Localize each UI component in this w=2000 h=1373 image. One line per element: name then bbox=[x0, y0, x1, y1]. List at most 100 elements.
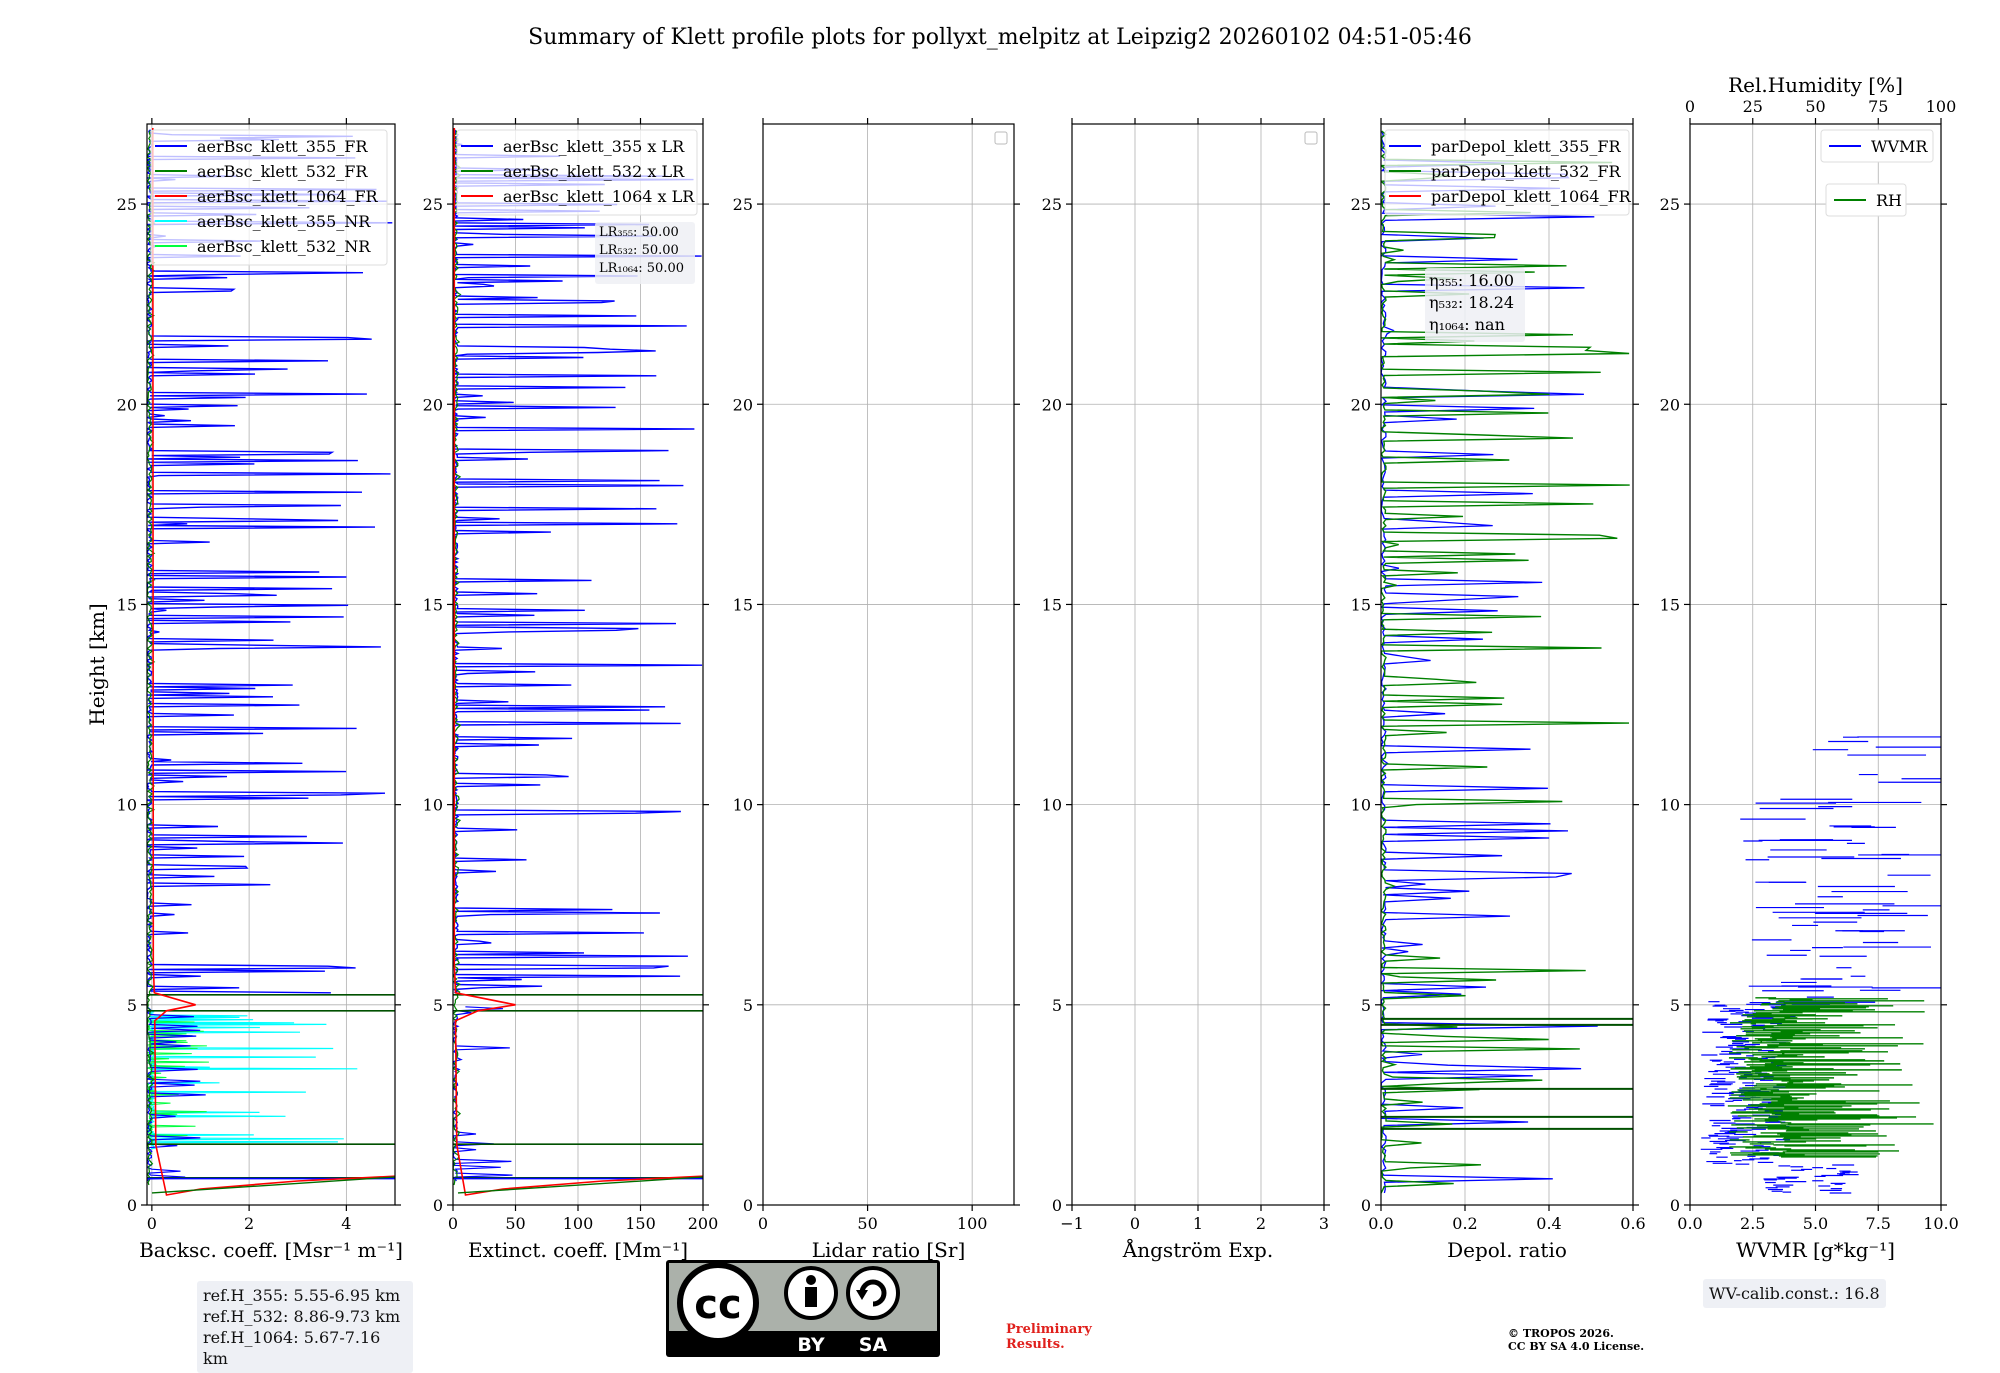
panel-backscatter: 0 2 4 0 5 10 15 20 25 Backsc. coeff. [Msr⁻¹ m⁻¹] H… bbox=[85, 118, 403, 1262]
y-tick-label: 25 bbox=[423, 195, 443, 214]
y-tick-label: 0 bbox=[1670, 1196, 1680, 1215]
x-tick-label: 2 bbox=[244, 1214, 254, 1233]
x-axis-label: Ångström Exp. bbox=[1122, 1237, 1273, 1262]
empty-legend-box bbox=[1304, 131, 1318, 145]
x-tick-label: 0 bbox=[147, 1214, 157, 1233]
annotation-text: LR₅₃₂: 50.00 bbox=[599, 243, 679, 258]
profile-trace bbox=[147, 130, 156, 1186]
copyright-notice: © TROPOS 2026. CC BY SA 4.0 License. bbox=[1508, 1327, 1644, 1353]
y-tick-label: 25 bbox=[733, 195, 753, 214]
wv-calib-text: WV-calib.const.: 16.8 bbox=[1709, 1284, 1880, 1303]
legend-label: aerBsc_klett_1064 x LR bbox=[503, 187, 695, 206]
x-tick-label: 0 bbox=[758, 1214, 768, 1233]
profile-trace-532-lowest bbox=[457, 1176, 703, 1194]
panel-extinction: 0 50 100 150 200 0 5 10 15 20 25 Extinct. coeff. [M… bbox=[423, 118, 718, 1262]
preliminary-notice: Preliminary Results. bbox=[1006, 1322, 1092, 1352]
axes-frame bbox=[762, 123, 1015, 1206]
x-tick-label: 0 bbox=[448, 1214, 458, 1233]
x-tick-label: 0.0 bbox=[1368, 1214, 1393, 1233]
x-tick-label: 100 bbox=[563, 1214, 594, 1233]
cc-by-sa-license-badge: cc BY SA bbox=[666, 1260, 940, 1357]
y-tick-label: 25 bbox=[1351, 195, 1371, 214]
x-tick-label: 150 bbox=[625, 1214, 656, 1233]
x-tick-label: 0.6 bbox=[1620, 1214, 1645, 1233]
profile-trace bbox=[147, 129, 393, 994]
wv-calib-box: WV-calib.const.: 16.8 bbox=[1703, 1279, 1886, 1308]
x-tick-label: 3 bbox=[1319, 1214, 1329, 1233]
y-tick-label: 0 bbox=[127, 1196, 137, 1215]
y-tick-label: 5 bbox=[1052, 996, 1062, 1015]
ref-height-355: ref.H_355: 5.55-6.95 km bbox=[203, 1286, 401, 1305]
badge-by-label: BY bbox=[797, 1334, 824, 1356]
y-tick-label: 15 bbox=[423, 595, 443, 614]
x-tick-label: 2 bbox=[1256, 1214, 1266, 1233]
annotation-text: η₅₃₂: 18.24 bbox=[1429, 293, 1514, 312]
legend-label: aerBsc_klett_1064_FR bbox=[197, 187, 379, 206]
legend-label: aerBsc_klett_532_FR bbox=[197, 162, 368, 181]
top-axis-label: Rel.Humidity [%] bbox=[1728, 73, 1903, 97]
y-tick-label: 15 bbox=[1660, 595, 1680, 614]
legend-label: aerBsc_klett_355_FR bbox=[197, 137, 368, 156]
panel-lidar_ratio: 0 50 100 0 5 10 15 20 25 Lidar ratio [Sr] bbox=[733, 118, 1020, 1262]
panel-depol: 0.0 0.2 0.4 0.6 0 5 10 15 20 25 Depol. ratio parDep… bbox=[1351, 118, 1646, 1262]
top-x-tick-label: 50 bbox=[1805, 97, 1825, 116]
y-tick-label: 5 bbox=[433, 996, 443, 1015]
profile-trace-1064 bbox=[152, 127, 395, 1196]
y-tick-label: 5 bbox=[1361, 996, 1371, 1015]
badge-sa-label: SA bbox=[859, 1334, 888, 1356]
legend-label: aerBsc_klett_532 x LR bbox=[503, 162, 685, 181]
x-tick-label: 0.0 bbox=[1677, 1214, 1702, 1233]
y-tick-label: 0 bbox=[1052, 1196, 1062, 1215]
copyright-line-2: CC BY SA 4.0 License. bbox=[1508, 1340, 1645, 1353]
y-tick-label: 20 bbox=[733, 395, 753, 414]
empty-legend-box bbox=[994, 131, 1008, 145]
x-tick-label: 10.0 bbox=[1923, 1214, 1959, 1233]
x-axis-label: Backsc. coeff. [Msr⁻¹ m⁻¹] bbox=[139, 1238, 403, 1262]
x-tick-label: −1 bbox=[1060, 1214, 1084, 1233]
profile-trace bbox=[453, 1006, 513, 1182]
y-tick-label: 10 bbox=[1351, 796, 1371, 815]
preliminary-line-1: Preliminary bbox=[1006, 1322, 1092, 1337]
x-axis-label: WVMR [g*kg⁻¹] bbox=[1736, 1238, 1895, 1262]
annotation-text: η₁₀₆₄: nan bbox=[1429, 315, 1505, 334]
y-tick-label: 0 bbox=[1361, 1196, 1371, 1215]
y-tick-label: 0 bbox=[743, 1196, 753, 1215]
x-tick-label: 5.0 bbox=[1803, 1214, 1828, 1233]
figure-title: Summary of Klett profile plots for polly… bbox=[528, 25, 1472, 50]
annotation-text: η₃₅₅: 16.00 bbox=[1429, 271, 1514, 290]
y-tick-label: 25 bbox=[117, 195, 137, 214]
trace-layer bbox=[1381, 130, 1633, 1194]
x-tick-label: 0 bbox=[1130, 1214, 1140, 1233]
x-tick-label: 100 bbox=[957, 1214, 988, 1233]
x-tick-label: 1 bbox=[1193, 1214, 1203, 1233]
axes-frame bbox=[146, 123, 396, 1206]
x-tick-label: 0.2 bbox=[1452, 1214, 1477, 1233]
y-tick-label: 10 bbox=[1660, 796, 1680, 815]
x-tick-label: 50 bbox=[505, 1214, 525, 1233]
annotation-box bbox=[595, 222, 695, 284]
top-x-tick-label: 25 bbox=[1743, 97, 1763, 116]
x-tick-label: 7.5 bbox=[1866, 1214, 1891, 1233]
x-tick-label: 50 bbox=[857, 1214, 877, 1233]
legend-label: parDepol_klett_355_FR bbox=[1431, 137, 1622, 156]
profile-trace-1064 bbox=[453, 128, 703, 1196]
legend-label: parDepol_klett_1064_FR bbox=[1431, 187, 1632, 206]
reference-heights-box: ref.H_355: 5.55-6.95 km ref.H_532: 8.86-… bbox=[197, 1281, 413, 1373]
top-x-tick-label: 100 bbox=[1926, 97, 1957, 116]
x-tick-label: 0.4 bbox=[1536, 1214, 1561, 1233]
svg-text:cc: cc bbox=[694, 1282, 741, 1328]
y-tick-label: 15 bbox=[117, 595, 137, 614]
copyright-line-1: © TROPOS 2026. bbox=[1508, 1327, 1614, 1340]
y-tick-label: 20 bbox=[423, 395, 443, 414]
y-tick-label: 10 bbox=[1042, 796, 1062, 815]
legend-label: RH bbox=[1876, 191, 1902, 210]
trace-layer bbox=[453, 128, 703, 1196]
preliminary-line-2: Results. bbox=[1006, 1337, 1065, 1352]
y-tick-label: 15 bbox=[1042, 595, 1062, 614]
trace-layer bbox=[1700, 736, 1941, 1194]
annotation-box bbox=[1425, 268, 1525, 342]
y-tick-label: 10 bbox=[733, 796, 753, 815]
share-alike-icon bbox=[846, 1266, 900, 1320]
y-tick-label: 5 bbox=[1670, 996, 1680, 1015]
